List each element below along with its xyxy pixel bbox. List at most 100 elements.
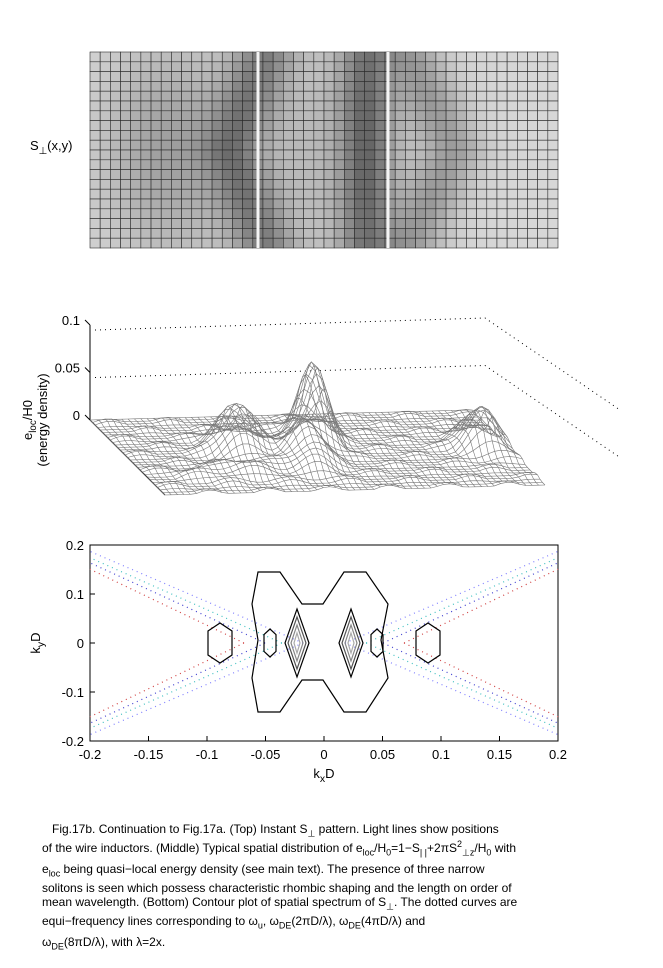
heatmap-cell (344, 149, 355, 161)
heatmap-cell (517, 228, 528, 239)
heatmap-cell (303, 169, 315, 180)
heatmap-cell (364, 81, 376, 92)
heatmap-cell (415, 100, 427, 112)
dotted-curve (344, 642, 559, 736)
heatmap-cell (303, 237, 315, 249)
heatmap-cell (181, 81, 193, 92)
heatmap-cell (496, 100, 508, 112)
heatmap-cell (506, 130, 518, 141)
heatmap-cell (89, 188, 101, 200)
text-run: e (20, 433, 35, 440)
heatmap-cell (99, 100, 111, 112)
contours (207, 571, 441, 713)
heatmap-cell (181, 90, 193, 102)
heatmap-cell (527, 120, 538, 131)
heatmap-cell (425, 81, 437, 92)
mesh-line (140, 418, 216, 491)
text-run: S (30, 138, 39, 153)
heatmap-cell (364, 169, 376, 180)
heatmap-cell (547, 139, 559, 151)
heatmap-cell (496, 237, 508, 249)
heatmap-cell (99, 61, 111, 72)
heatmap-cell (466, 90, 477, 102)
heatmap-cell (333, 179, 345, 190)
text-run: being quasi−local energy density (see ma… (60, 862, 485, 876)
mesh-line (153, 418, 229, 494)
heatmap-cell (89, 120, 101, 131)
heatmap-cell (547, 228, 559, 239)
heatmap-cell (344, 208, 355, 219)
heatmap-cell (140, 228, 152, 239)
subscript: loc (363, 848, 375, 858)
heatmap-cell (405, 228, 416, 239)
z-guide (94, 364, 621, 458)
heatmap-cell (333, 100, 345, 112)
heatmap-cell (99, 159, 111, 170)
heatmap-cell (496, 149, 508, 161)
mesh-line (235, 415, 311, 492)
heatmap-cell (120, 61, 131, 72)
heatmap-cell (486, 81, 498, 92)
heatmap-cell (435, 149, 447, 161)
heatmap-cell (547, 90, 559, 102)
heatmap-cell (455, 81, 467, 92)
heatmap-cell (242, 130, 254, 141)
heatmap-cell (547, 149, 559, 161)
text-run: /H0 (20, 400, 35, 420)
heatmap-cell (283, 218, 294, 229)
heatmap-cell (344, 228, 355, 239)
heatmap-cell (405, 237, 416, 249)
heatmap-cell (547, 237, 559, 249)
heatmap-cell (99, 208, 111, 219)
heatmap-cell (160, 218, 172, 229)
heatmap-cell (415, 110, 427, 121)
z-guide (94, 317, 621, 411)
heatmap-cell (394, 71, 406, 82)
heatmap-cell (517, 198, 528, 210)
heatmap-cell (374, 110, 386, 121)
text-run: Fig.17b. Continuation to Fig.17a. (Top) … (52, 822, 307, 836)
heatmap-cell (140, 149, 152, 161)
heatmap-cell (120, 110, 131, 121)
heatmap-cell (160, 81, 172, 92)
heatmap-cell (262, 51, 274, 63)
heatmap-cell (262, 149, 274, 161)
mesh-line (102, 418, 178, 495)
heatmap-cell (293, 81, 304, 92)
heatmap-cell (130, 51, 142, 63)
heatmap-cell (232, 218, 243, 229)
mesh-line (222, 415, 299, 492)
mesh-line (267, 415, 343, 490)
heatmap-cell (394, 61, 406, 72)
heatmap-cell (313, 149, 325, 161)
heatmap-cell (242, 71, 254, 82)
heatmap-cell (527, 218, 538, 229)
heatmap-cell (262, 61, 274, 72)
heatmap-cell (99, 139, 111, 151)
heatmap-cell (394, 237, 406, 249)
heatmap-cell (99, 71, 111, 82)
heatmap-cell (537, 120, 549, 131)
heatmap-cell (455, 179, 467, 190)
heatmap-cell (415, 120, 427, 131)
heatmap-cell (415, 149, 427, 161)
text-run: with (491, 841, 516, 855)
caption-line: of the wire inductors. (Middle) Typical … (42, 839, 516, 857)
heatmap-cell (374, 208, 386, 219)
heatmap-cell (171, 51, 182, 63)
mesh-line (469, 409, 546, 486)
mesh-line (89, 419, 166, 496)
heatmap-cell (110, 130, 121, 141)
heatmap-cell (435, 169, 447, 180)
heatmap-cell (171, 81, 182, 92)
heatmap-cell (527, 228, 538, 239)
heatmap-cell (140, 61, 152, 72)
heatmap-cell (394, 188, 406, 200)
heatmap-cell (435, 130, 447, 141)
text-run: of the wire inductors. (Middle) Typical … (42, 841, 363, 855)
z-tick (84, 367, 91, 373)
heatmap-cell (150, 228, 162, 239)
heatmap-cell (435, 71, 447, 82)
heatmap-cell (547, 51, 559, 63)
heatmap-cell (201, 149, 213, 161)
